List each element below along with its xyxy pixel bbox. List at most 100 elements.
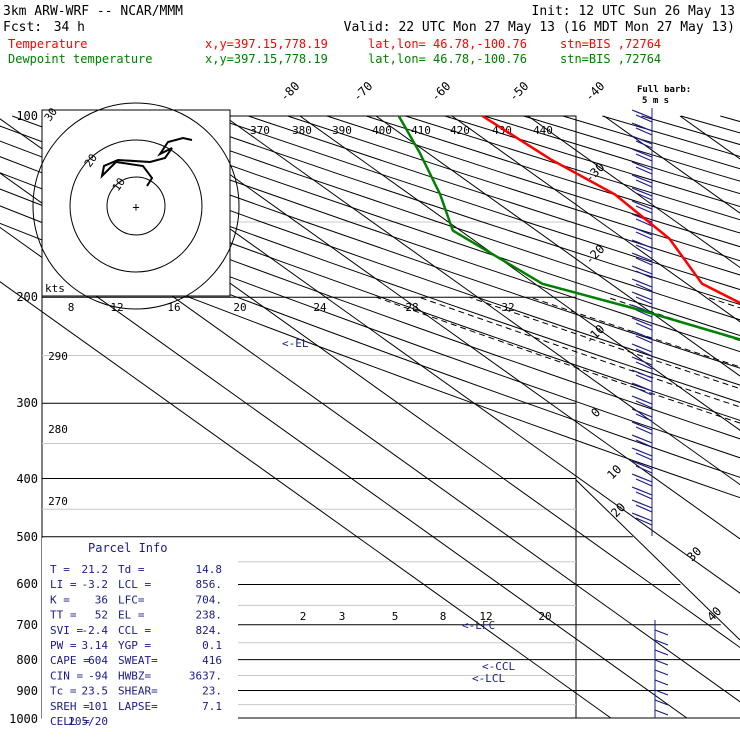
mixing-ratio-label: 3 [339, 610, 346, 623]
wind-barb [654, 709, 669, 716]
isotherm [0, 226, 688, 719]
dry-adiabat [0, 156, 740, 421]
init-time: Init: 12 UTC Sun 26 May 13 [532, 4, 736, 19]
parcel-info-cell: 7.1 [202, 700, 222, 713]
isotherm-label: -70 [350, 79, 375, 104]
legend-dewpoint-latlon: lat,lon= 46.78,-100.76 [368, 52, 527, 66]
legend-temperature-name: Temperature [8, 37, 87, 51]
speed-scale: 8 12 16 20 24 28 32 [68, 301, 515, 314]
dry-adiabat [405, 115, 740, 221]
wind-legend-unit: 5 m s [642, 96, 669, 106]
hodograph-ring-label: 20 [82, 151, 100, 169]
speed-tick: 24 [313, 301, 327, 314]
legend-dewpoint-xy: x,y=397.15,778.19 [205, 52, 328, 66]
dry-adiabat [287, 115, 740, 262]
isotherm [375, 115, 740, 377]
isotherm-label: -50 [506, 79, 531, 104]
pressure-label: 900 [16, 684, 38, 698]
parcel-info-cell: Td = [118, 563, 145, 576]
theta-label: 390 [332, 124, 352, 137]
wind-barb [654, 649, 669, 656]
wind-barb [631, 109, 653, 123]
wind-barb [631, 317, 653, 331]
parcel-info-cell: PW = [50, 639, 77, 652]
isotherm [223, 115, 740, 486]
theta-labels: 370 380 390 400 410 420 430 440 290 280 … [48, 124, 553, 508]
dry-adiabat [0, 172, 740, 440]
plot-edge-diagonal [575, 479, 740, 641]
parcel-info-cell: 824. [196, 624, 223, 637]
moist-adiabat [418, 296, 740, 408]
hodograph-ring-label: 10 [110, 175, 128, 193]
hodograph-frame [41, 109, 231, 297]
parcel-info-cell: T = [50, 563, 70, 576]
wind-barb [631, 187, 653, 201]
parcel-info-cell: LFC= [118, 593, 145, 606]
parcel-info-cell: -94 [88, 669, 108, 682]
hodograph-unit: kts [45, 282, 65, 295]
parcel-info-cell: SREH = [50, 700, 90, 713]
mixing-ratio-label: 5 [392, 610, 399, 623]
wind-barb [631, 486, 653, 500]
parcel-info-cell: TT = [50, 609, 77, 622]
parcel-info-cell: -3.2 [82, 578, 109, 591]
mixing-ratio-labels: 2 3 5 8 12 20 [300, 610, 552, 623]
wind-barb [631, 356, 653, 370]
dry-adiabat [0, 140, 740, 403]
parcel-info-cell: CCL = [118, 624, 151, 637]
wind-barb [631, 421, 653, 435]
parcel-info-cell: 416 [202, 654, 222, 667]
isotherm [0, 281, 612, 719]
dry-adiabat [0, 188, 740, 459]
hodograph-ring-label: 30 [42, 105, 60, 123]
hodograph-ring-10 [106, 176, 166, 236]
dewpoint-profile [397, 115, 740, 341]
parcel-info-cell: Tc = [50, 685, 77, 698]
mixing-ratio-label: 20 [538, 610, 551, 623]
wind-barb [631, 434, 653, 448]
speed-tick: 20 [233, 301, 246, 314]
pressure-label: 400 [16, 472, 38, 486]
wind-barb [631, 265, 653, 279]
ccl-marker: <-CCL [482, 660, 515, 673]
legend-dewpoint-name: Dewpoint temperature [8, 52, 153, 66]
dry-adiabat [641, 115, 740, 146]
theta-label: 400 [372, 124, 392, 137]
parcel-info-cell: 238. [196, 609, 223, 622]
isotherm-label: 0 [588, 405, 603, 420]
parcel-info-cell: 23.5 [82, 685, 109, 698]
fcst-label: Fcst: [3, 20, 42, 35]
dry-adiabat [0, 222, 740, 499]
parcel-info-cell: 604 [88, 654, 108, 667]
wind-barb [654, 669, 669, 676]
wind-barb [631, 408, 653, 422]
theta-label: 430 [492, 124, 512, 137]
wind-barbs [631, 108, 669, 718]
hodograph-ring-30 [32, 102, 240, 310]
theta-label: 380 [292, 124, 312, 137]
parcel-info-cell: 3637. [189, 669, 222, 682]
speed-tick: 12 [110, 301, 123, 314]
parcel-info-bg [42, 538, 238, 728]
wind-barb [631, 135, 653, 149]
wind-barb [654, 639, 669, 646]
theta-label: 440 [533, 124, 553, 137]
isotherm [603, 115, 740, 214]
wind-barb [631, 239, 653, 253]
wind-barb [631, 447, 653, 461]
wind-barb [631, 291, 653, 305]
isotherm-label: -30 [582, 160, 607, 185]
isotherm-label: -20 [582, 242, 607, 267]
theta-side-label: 270 [48, 495, 68, 508]
parcel-info-cell: HWBZ= [118, 669, 151, 682]
mixing-ratio-label: 2 [300, 610, 307, 623]
moist-adiabat [606, 296, 740, 342]
wind-barb [631, 226, 653, 240]
wind-barb [654, 629, 669, 636]
moist-adiabat [706, 296, 740, 309]
pressure-label: 200 [16, 290, 38, 304]
legend-dewpoint-stn: stn=BIS ,72764 [560, 52, 661, 66]
isotherm [527, 115, 740, 269]
wind-barb [631, 122, 653, 136]
dry-adiabat [602, 115, 740, 158]
